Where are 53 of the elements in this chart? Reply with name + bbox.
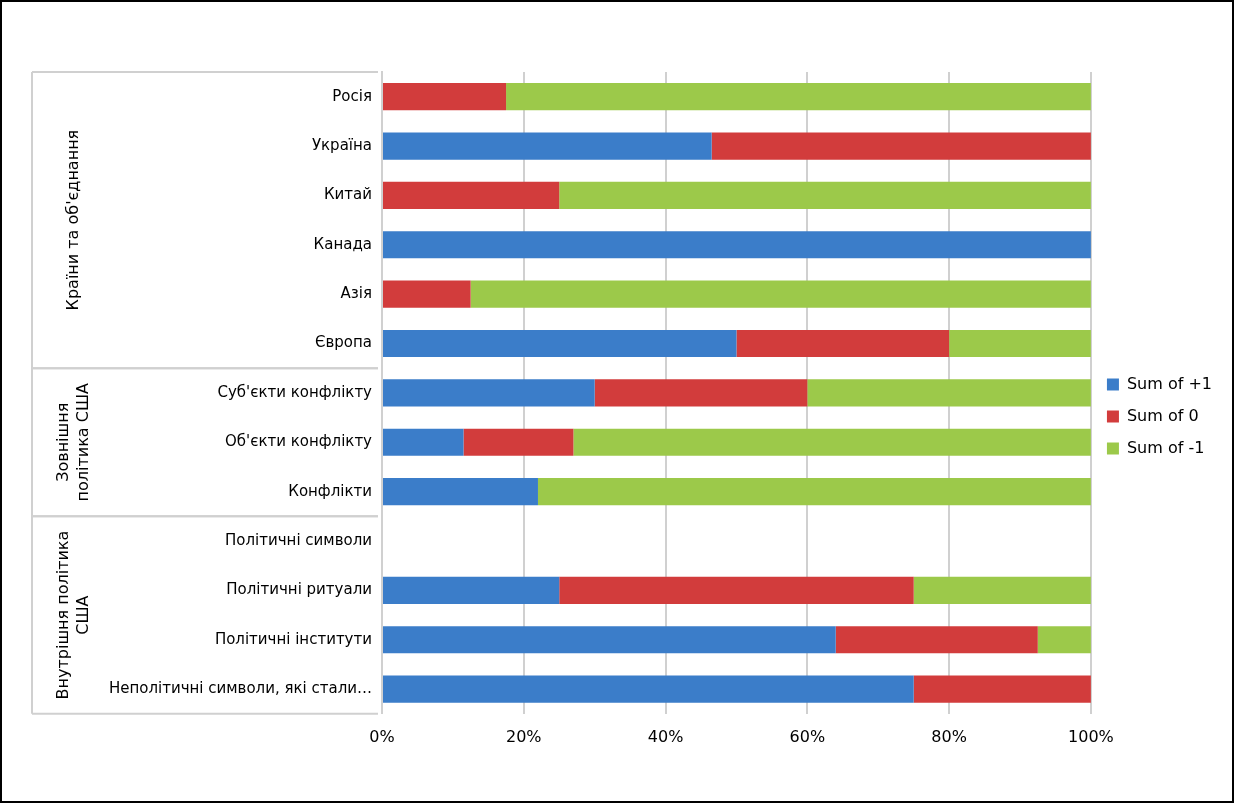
y-tick-label: Політичні символи (225, 530, 372, 549)
bar (383, 181, 560, 209)
bar (736, 329, 950, 358)
bar (383, 280, 471, 308)
bar (807, 379, 1091, 407)
y-tick-label: Конфлікти (288, 481, 372, 500)
y-tick-label: Політичні інститути (214, 629, 372, 648)
bar (470, 280, 1091, 308)
bar (537, 478, 1091, 506)
bar (594, 379, 808, 407)
bar (383, 83, 507, 111)
x-tick-label: 80% (931, 726, 967, 746)
x-tick-label: 0% (369, 726, 395, 746)
legend-label: Sum of 0 (1126, 405, 1199, 425)
bar (835, 626, 1038, 654)
bar (913, 675, 1091, 703)
y-tick-label: Китай (323, 185, 372, 204)
bar (383, 576, 560, 604)
bar (383, 428, 464, 456)
y-tick-label: Росія (332, 86, 372, 105)
bar (573, 428, 1091, 456)
y-tick-label: Суб'єкти конфлікту (217, 382, 373, 401)
bar (949, 329, 1091, 358)
y-tick-label: Україна (311, 135, 372, 154)
y-tick-label: Політичні ритуали (226, 580, 372, 599)
bar (711, 132, 1091, 160)
bar (383, 626, 836, 654)
x-tick-label: 20% (506, 726, 542, 746)
x-tick-label: 60% (789, 726, 826, 746)
bar (913, 576, 1091, 604)
bar (383, 329, 737, 358)
bar (559, 576, 914, 604)
text: Країни та об'єднання (63, 129, 83, 311)
text: Внутрішня політика США (53, 530, 93, 700)
y-tick-label: Канада (313, 234, 372, 253)
y-tick-label: Неполітичні символи, які стали… (108, 679, 372, 698)
bar (1037, 626, 1091, 654)
bar (383, 132, 712, 160)
bar (506, 83, 1091, 111)
bar (383, 231, 1091, 259)
bar (383, 478, 538, 506)
bar (383, 379, 595, 407)
bar (463, 428, 574, 456)
bar (383, 675, 914, 703)
bar (559, 181, 1091, 209)
legend-label: Sum of +1 (1126, 373, 1212, 393)
x-tick-label: 40% (647, 726, 684, 746)
legend-label: Sum of -1 (1126, 437, 1205, 457)
y-tick-label: Азія (340, 284, 372, 303)
y-tick-label: Об'єкти конфлікту (224, 432, 373, 451)
text: Зовнішня політика США (53, 383, 93, 502)
y-tick-label: Європа (314, 333, 372, 352)
x-tick-label: 100% (1068, 726, 1114, 746)
